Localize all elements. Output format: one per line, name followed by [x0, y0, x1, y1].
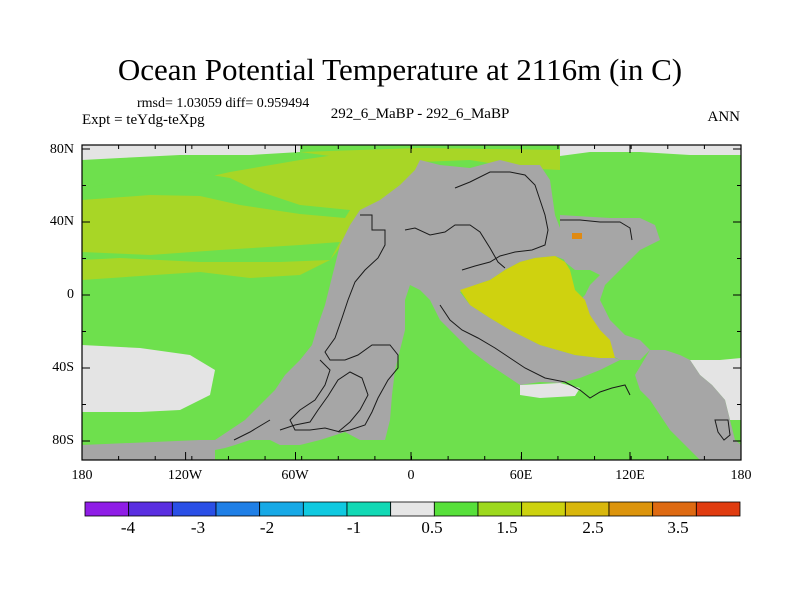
- colorbar-label: -3: [190, 518, 206, 537]
- southern-ice-mid: [520, 383, 580, 398]
- lon-label-180w: 180: [71, 468, 93, 483]
- axis-ticks: [81, 145, 742, 460]
- colorbar-label: -2: [259, 518, 275, 537]
- colorbar-label: 0.5: [421, 518, 443, 537]
- lon-label-60e: 60E: [509, 468, 533, 483]
- colorbar-label: 1.5: [496, 518, 518, 537]
- lon-label-0: 0: [407, 468, 415, 483]
- lon-label-120w: 120W: [167, 468, 203, 483]
- lon-label-120e: 120E: [615, 468, 645, 483]
- colorbar-label: -4: [120, 518, 136, 537]
- warm-band-north: [300, 148, 560, 170]
- colorbar-swatch: [171, 501, 217, 517]
- southern-ice-west: [82, 345, 215, 412]
- season-label: ANN: [707, 109, 741, 125]
- experiment-label: Expt = teYdg-teXpg: [82, 112, 205, 128]
- landmass-antarctica-strip: [82, 440, 215, 460]
- colorbar-swatch: [128, 501, 173, 517]
- arctic-ice-east: [560, 145, 741, 156]
- ocean-stripe-2: [82, 242, 340, 262]
- lon-label-60w: 60W: [281, 468, 309, 483]
- colorbar-swatch: [346, 501, 392, 517]
- colorbar-label: 3.5: [667, 518, 689, 537]
- colorbar-swatch: [652, 501, 697, 517]
- colorbar-swatch: [521, 501, 566, 517]
- warm-spot: [572, 233, 582, 239]
- colorbar-swatch: [302, 501, 348, 517]
- coastlines: [233, 171, 731, 441]
- colorbar-label: 2.5: [582, 518, 604, 537]
- landmass-americas-africa: [215, 160, 640, 450]
- lon-label-180e: 180: [730, 468, 752, 483]
- lat-label-0: 0: [67, 287, 74, 302]
- chart-title: Ocean Potential Temperature at 2116m (in…: [117, 52, 683, 87]
- case-label: 292_6_MaBP - 292_6_MaBP: [330, 106, 510, 122]
- lat-label-80s: 80S: [52, 433, 74, 448]
- landmass-australia: [635, 350, 741, 460]
- colorbar-swatch: [608, 501, 654, 517]
- southern-ice-east: [690, 358, 741, 420]
- ocean-stripe: [82, 170, 350, 218]
- arctic-ice-west: [82, 145, 300, 160]
- colorbar: [84, 501, 741, 517]
- colorbar-swatch: [564, 501, 610, 517]
- lat-label-40s: 40S: [52, 360, 74, 375]
- lat-label-80n: 80N: [49, 142, 74, 157]
- lat-label-40n: 40N: [49, 214, 74, 229]
- colorbar-swatch: [477, 501, 523, 517]
- colorbar-label: -1: [346, 518, 362, 537]
- colorbar-swatch: [433, 501, 479, 517]
- rmsd-diff-stats: rmsd= 1.03059 diff= 0.959494: [137, 96, 310, 111]
- map-plot: [82, 145, 741, 460]
- colorbar-swatch: [695, 501, 741, 517]
- colorbar-swatch: [215, 501, 261, 517]
- colorbar-swatch: [390, 501, 435, 517]
- colorbar-swatch: [84, 501, 130, 517]
- hot-pool: [460, 256, 615, 358]
- colorbar-swatch: [259, 501, 304, 517]
